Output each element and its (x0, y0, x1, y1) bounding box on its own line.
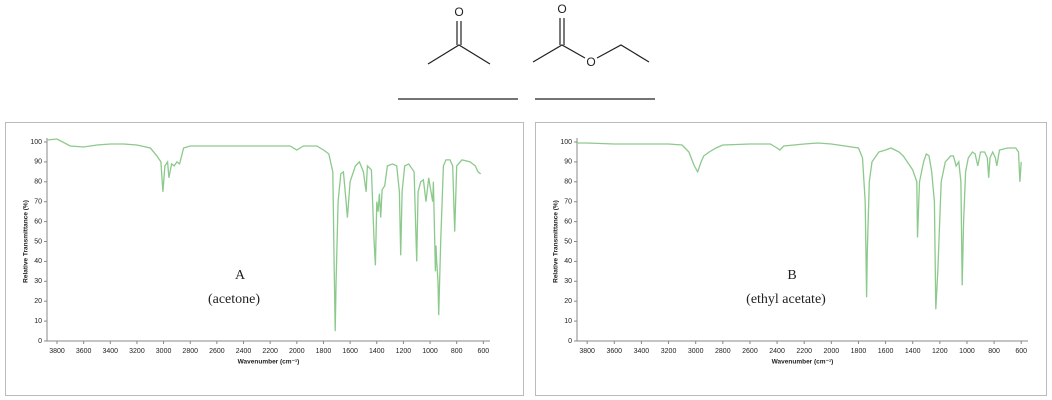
y-tick-label: 60 (564, 218, 572, 225)
annotation: (acetone) (208, 292, 260, 307)
x-tick-label: 1200 (932, 348, 948, 355)
x-tick-label: 800 (988, 348, 1000, 355)
spectrum-line (46, 138, 482, 332)
y-tick-label: 10 (564, 318, 572, 325)
y-tick-label: 40 (34, 258, 42, 265)
x-tick-label: 800 (451, 348, 463, 355)
x-tick-label: 3600 (607, 348, 623, 355)
annotation: (ethyl acetate) (746, 292, 826, 307)
x-tick-label: 1000 (422, 348, 438, 355)
x-tick-label: 2000 (824, 348, 840, 355)
x-tick-label: 3000 (156, 348, 172, 355)
y-tick-label: 40 (564, 258, 572, 265)
y-tick-label: 100 (560, 139, 572, 146)
y-tick-label: 80 (564, 179, 572, 186)
x-axis-label: Wavenumber (cm⁻¹) (238, 359, 300, 366)
x-tick-label: 1600 (342, 348, 358, 355)
structure-acetone: O (427, 5, 491, 65)
x-tick-label: 2000 (289, 348, 305, 355)
spectrum-line (577, 142, 1022, 310)
y-tick-label: 50 (34, 238, 42, 245)
bond (596, 44, 650, 63)
x-tick-label: 1800 (851, 348, 867, 355)
x-tick-label: 2800 (182, 348, 198, 355)
y-tick-label: 60 (34, 218, 42, 225)
annotation: B (787, 268, 796, 283)
x-tick-label: 600 (477, 348, 489, 355)
y-axis-label: Relative Transmittance (%) (23, 200, 30, 283)
x-tick-label: 1000 (959, 348, 975, 355)
y-tick-label: 30 (564, 278, 572, 285)
x-tick-label: 1200 (396, 348, 412, 355)
x-tick-label: 3600 (76, 348, 92, 355)
atom-label: O (454, 5, 463, 19)
y-tick-label: 80 (34, 179, 42, 186)
y-tick-label: 100 (30, 139, 42, 146)
x-tick-label: 3200 (129, 348, 145, 355)
structure-ethyl-acetate: O O (532, 2, 650, 69)
bond (427, 44, 491, 65)
x-tick-label: 1800 (316, 348, 332, 355)
y-tick-label: 0 (38, 338, 42, 345)
x-tick-label: 1400 (905, 348, 921, 355)
x-tick-label: 3400 (102, 348, 118, 355)
x-tick-label: 600 (1015, 348, 1027, 355)
x-tick-label: 2200 (796, 348, 812, 355)
atom-label: O (557, 2, 566, 16)
chart-frame (535, 122, 1047, 396)
y-axis-label: Relative Transmittance (%) (553, 200, 560, 283)
x-tick-label: 3400 (634, 348, 650, 355)
x-tick-label: 3000 (688, 348, 704, 355)
x-tick-label: 1400 (369, 348, 385, 355)
annotation: A (235, 268, 246, 283)
y-tick-label: 70 (34, 199, 42, 206)
atom-label: O (586, 55, 595, 69)
y-tick-label: 30 (34, 278, 42, 285)
x-tick-label: 2600 (209, 348, 225, 355)
x-tick-label: 3800 (579, 348, 595, 355)
bond (532, 44, 586, 63)
y-tick-label: 90 (34, 159, 42, 166)
x-tick-label: 2400 (769, 348, 785, 355)
x-tick-label: 3800 (49, 348, 65, 355)
chart-frame (5, 122, 524, 396)
x-tick-label: 2200 (262, 348, 278, 355)
x-axis-label: Wavenumber (cm⁻¹) (772, 359, 834, 366)
x-tick-label: 1600 (878, 348, 894, 355)
x-tick-label: 2800 (715, 348, 731, 355)
y-tick-label: 0 (568, 338, 572, 345)
y-tick-label: 50 (564, 238, 572, 245)
x-tick-label: 3200 (661, 348, 677, 355)
x-tick-label: 2600 (742, 348, 758, 355)
y-tick-label: 20 (34, 298, 42, 305)
y-tick-label: 20 (564, 298, 572, 305)
x-tick-label: 2400 (236, 348, 252, 355)
y-tick-label: 70 (564, 199, 572, 206)
y-tick-label: 90 (564, 159, 572, 166)
y-tick-label: 10 (34, 318, 42, 325)
